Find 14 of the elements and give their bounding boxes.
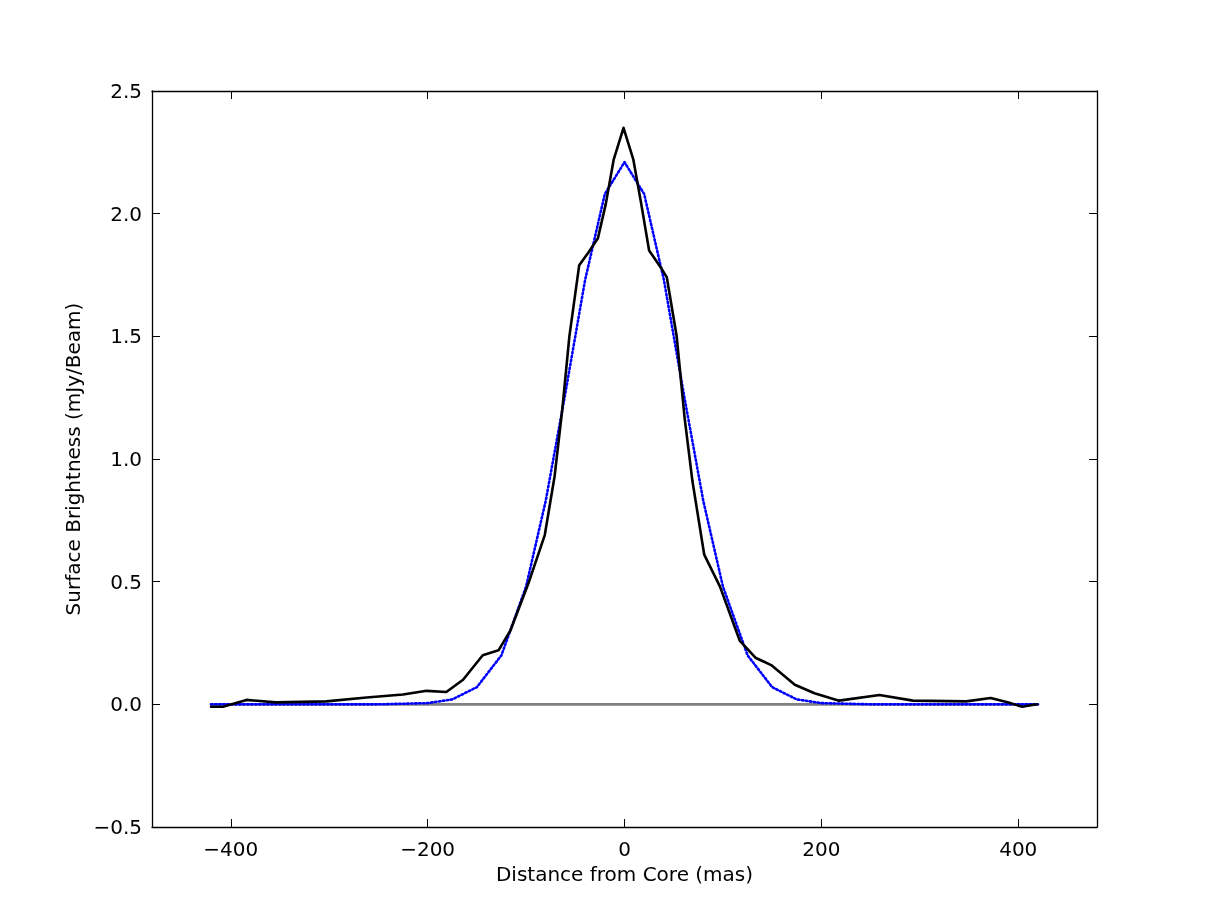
- y-tick-label: 2.5: [110, 79, 142, 103]
- x-tick-label: 200: [802, 837, 841, 861]
- y-tick-label: 1.0: [110, 447, 142, 471]
- y-axis-title: Surface Brightness (mJy/Beam): [60, 302, 85, 616]
- y-tick-label: 0.5: [110, 569, 142, 594]
- x-tick-label: 0: [618, 837, 631, 861]
- x-tick-label: −200: [400, 837, 456, 861]
- y-tick-label: 0.0: [110, 692, 142, 717]
- x-tick-label: −400: [203, 837, 259, 861]
- y-tick-label: 2.0: [110, 201, 142, 226]
- y-tick-label: 1.5: [110, 324, 142, 349]
- x-tick-label: 400: [999, 837, 1038, 861]
- y-tick-label: −0.5: [93, 815, 142, 839]
- x-axis-title: Distance from Core (mas): [495, 861, 754, 886]
